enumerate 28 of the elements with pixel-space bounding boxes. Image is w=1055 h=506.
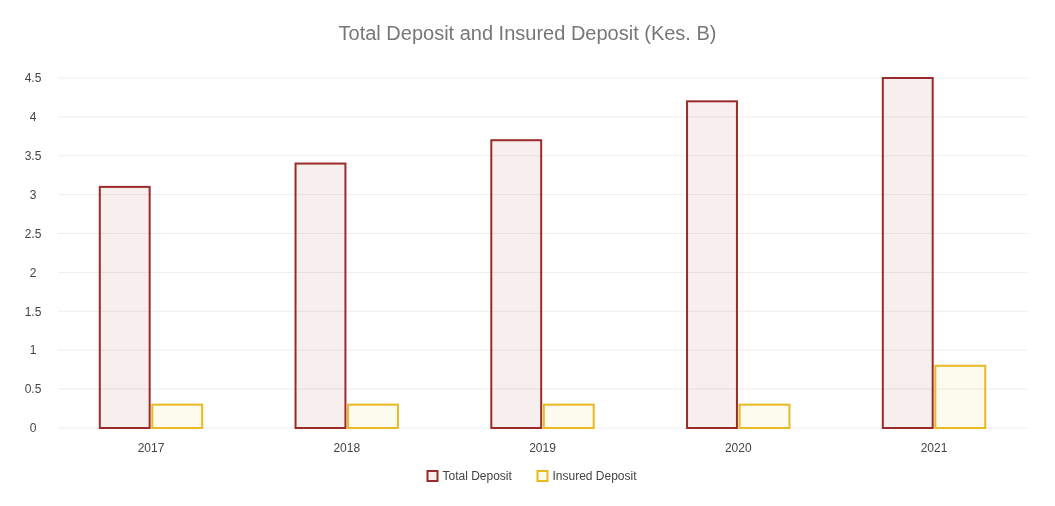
- y-tick-label: 2: [29, 265, 37, 280]
- y-tick-label: 1.5: [24, 304, 42, 319]
- legend-label: Total Deposit: [442, 469, 513, 483]
- x-tick-label: 2017: [137, 441, 165, 455]
- bar: [738, 403, 791, 429]
- y-tick-label: 4: [29, 110, 37, 125]
- x-tick-label: 2018: [333, 441, 361, 455]
- chart-title: Total Deposit and Insured Deposit (Kes. B): [338, 22, 717, 44]
- bar: [151, 403, 204, 429]
- legend-label: Insured Deposit: [552, 469, 638, 483]
- x-tick-label: 2019: [529, 441, 557, 455]
- bar: [98, 185, 151, 429]
- y-tick-label: 0.5: [24, 382, 42, 397]
- y-tick-label: 1: [29, 343, 37, 358]
- bar: [347, 403, 399, 429]
- bar: [542, 403, 595, 429]
- y-tick-label: 2.5: [24, 226, 42, 241]
- y-tick-label: 0: [29, 421, 37, 436]
- bar: [294, 162, 347, 429]
- bar: [934, 364, 987, 429]
- y-tick-label: 3: [29, 187, 37, 202]
- bar: [881, 77, 934, 429]
- y-tick-label: 4.5: [24, 71, 42, 86]
- x-tick-label: 2020: [724, 441, 752, 455]
- bar: [686, 100, 738, 429]
- x-tick-label: 2021: [920, 441, 948, 455]
- y-tick-label: 3.5: [24, 148, 42, 163]
- bar: [490, 139, 543, 429]
